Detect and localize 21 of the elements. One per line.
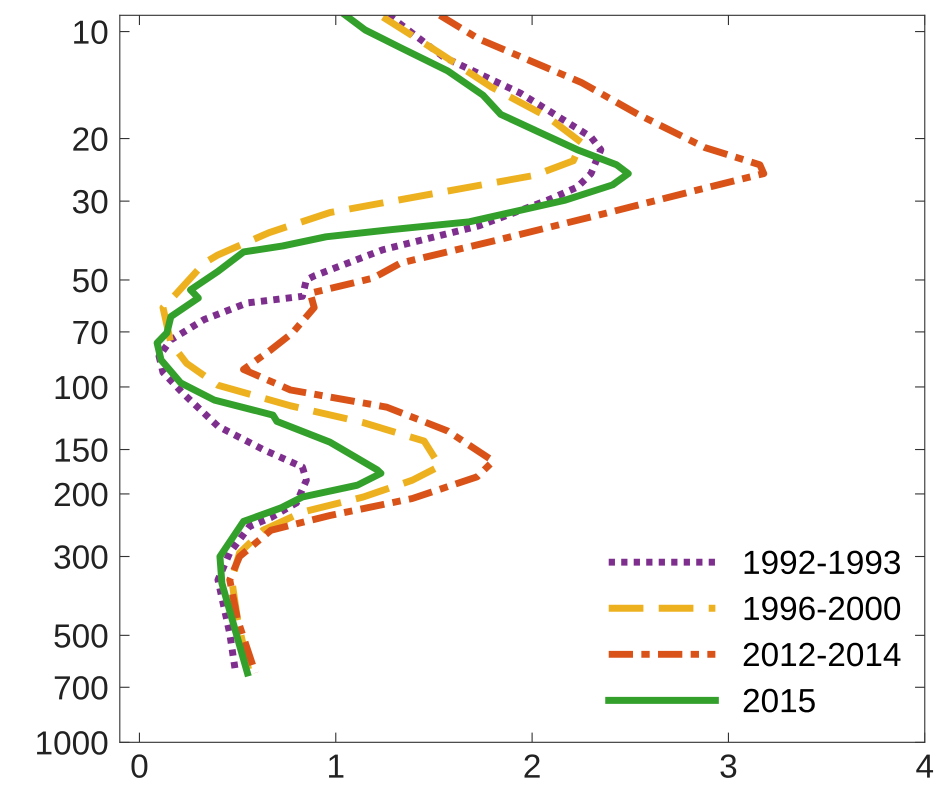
y-tick-label: 200 <box>54 482 108 506</box>
y-tick-label: 70 <box>73 320 108 344</box>
y-tick-label: 500 <box>54 624 108 648</box>
y-tick-label: 50 <box>72 268 108 292</box>
x-tick-label: 1 <box>329 754 344 778</box>
legend-label: 1992-1993 <box>744 550 900 574</box>
x-tick-label: 0 <box>131 754 148 778</box>
y-tick-label: 700 <box>54 676 108 700</box>
y-tick-label: 100 <box>56 376 108 400</box>
y-tick-label: 300 <box>54 545 108 569</box>
x-tick-label: 2 <box>524 754 540 778</box>
y-tick-label: 1000 <box>37 731 108 755</box>
x-tick-label: 4 <box>916 754 934 778</box>
y-tick-label: 20 <box>73 127 108 151</box>
y-tick-label: 30 <box>72 190 108 214</box>
y-tick-label: 10 <box>74 20 108 44</box>
y-tick-label: 150 <box>56 438 108 462</box>
legend-label: 2015 <box>744 688 815 712</box>
legend-label: 1996-2000 <box>744 596 900 620</box>
x-tick-label: 3 <box>720 754 736 778</box>
legend-label: 2012-2014 <box>744 642 900 666</box>
